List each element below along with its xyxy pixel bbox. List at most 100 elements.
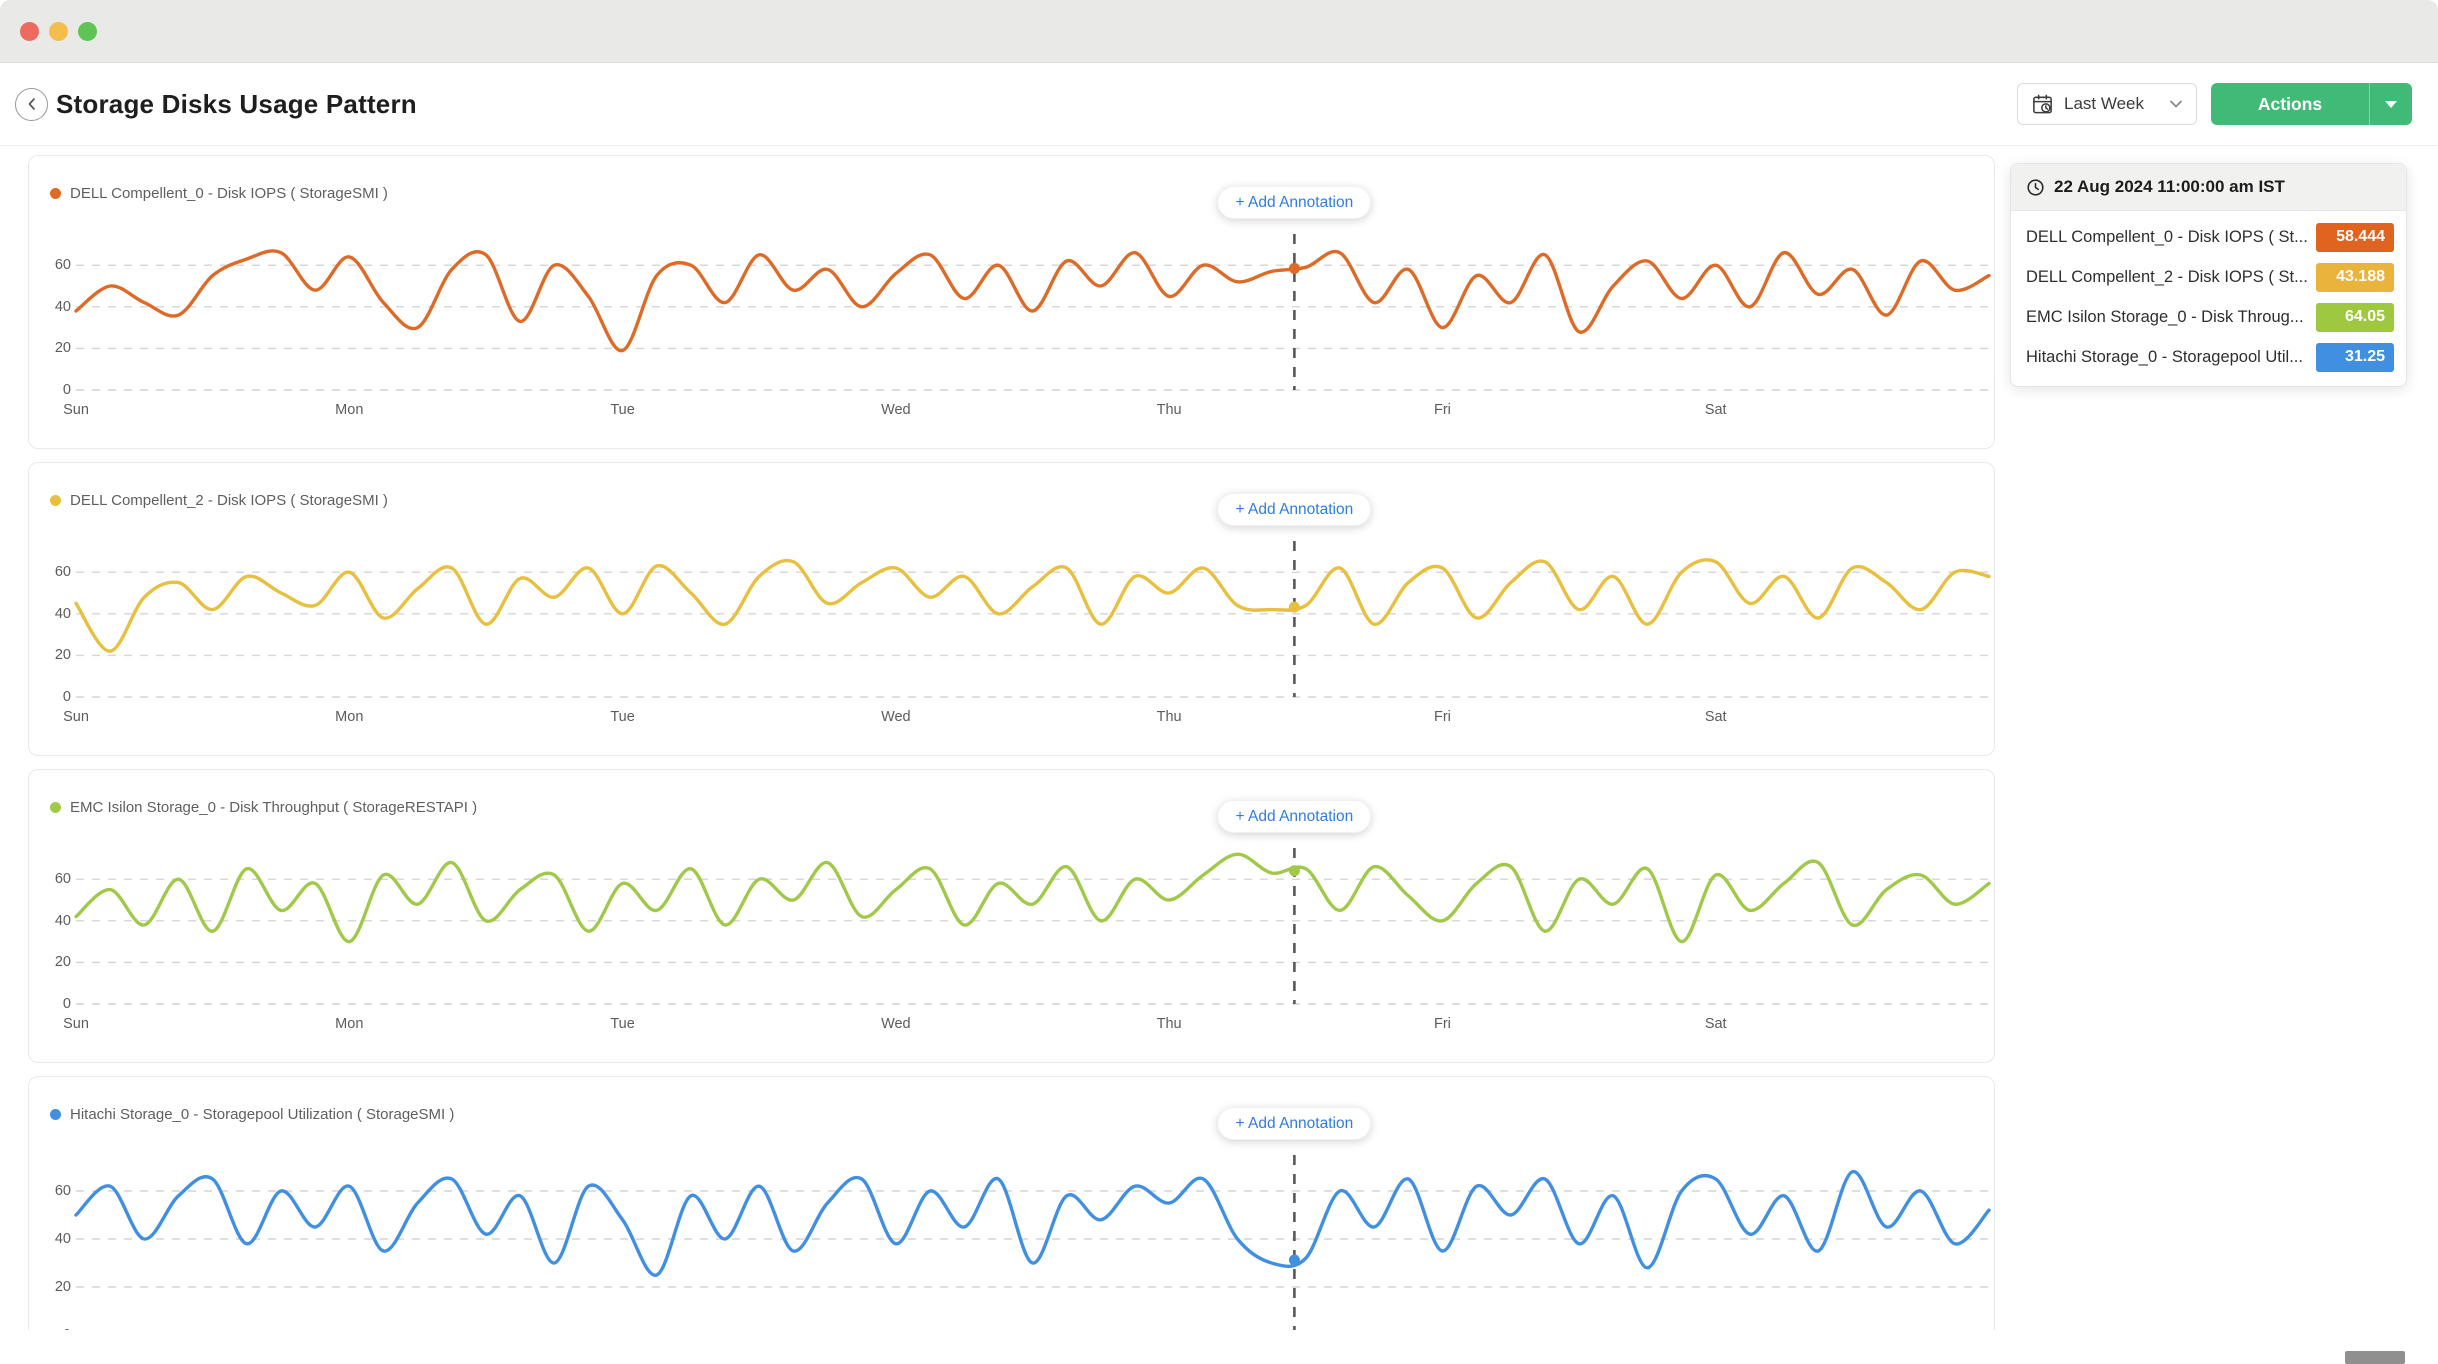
y-axis-labels: 0 20 40 60 (29, 234, 71, 398)
y-tick-label: 0 (62, 382, 71, 398)
y-tick-label: 60 (54, 1183, 71, 1199)
x-axis-labels: Sun Mon Tue Wed Thu Fri Sat (63, 709, 1989, 727)
y-tick-label: 0 (62, 689, 71, 705)
line-chart-svg (74, 1155, 1991, 1330)
y-axis-labels: 0 20 40 60 (29, 541, 71, 705)
chart-card: DELL Compellent_2 - Disk IOPS ( StorageS… (28, 462, 1995, 756)
add-annotation-button[interactable]: + Add Annotation (1217, 186, 1372, 219)
y-tick-label: 20 (54, 1279, 71, 1295)
x-tick-label: Sun (63, 709, 89, 725)
chart-card: Hitachi Storage_0 - Storagepool Utilizat… (28, 1076, 1995, 1330)
tooltip-value-badge: 64.05 (2316, 302, 2394, 332)
x-tick-label: Sat (1704, 1016, 1727, 1032)
add-annotation-button[interactable]: + Add Annotation (1217, 1107, 1372, 1140)
legend-dot-icon (50, 802, 61, 813)
add-annotation-button[interactable]: + Add Annotation (1217, 493, 1372, 526)
legend-label: EMC Isilon Storage_0 - Disk Throughput (… (70, 799, 478, 816)
chart-legend[interactable]: Hitachi Storage_0 - Storagepool Utilizat… (50, 1106, 454, 1123)
tooltip-row: Hitachi Storage_0 - Storagepool Util... … (2026, 337, 2394, 377)
cursor-marker-dot (1288, 262, 1300, 274)
chart-legend[interactable]: EMC Isilon Storage_0 - Disk Throughput (… (50, 799, 477, 816)
x-tick-label: Fri (1433, 709, 1451, 725)
minimize-window-button[interactable] (49, 22, 68, 41)
page-title: Storage Disks Usage Pattern (56, 88, 417, 119)
legend-dot-icon (50, 495, 61, 506)
tooltip-value-badge: 58.444 (2316, 222, 2394, 252)
chevron-left-icon (24, 96, 40, 112)
charts-container: DELL Compellent_0 - Disk IOPS ( StorageS… (0, 146, 2438, 1330)
x-tick-label: Mon (335, 1016, 364, 1032)
legend-dot-icon (50, 188, 61, 199)
chart-plot-area[interactable] (74, 848, 1991, 1005)
caret-down-icon (2384, 100, 2398, 109)
tooltip-series-label: DELL Compellent_0 - Disk IOPS ( St... (2026, 227, 2308, 246)
chart-tooltip-panel: 22 Aug 2024 11:00:00 am IST DELL Compell… (2010, 163, 2407, 387)
x-axis-labels: Sun Mon Tue Wed Thu Fri Sat (63, 402, 1989, 420)
y-tick-label: 60 (54, 871, 71, 888)
chart-plot-area[interactable] (74, 234, 1991, 391)
tooltip-value-badge: 43.188 (2316, 262, 2394, 292)
line-chart-svg (74, 234, 1991, 391)
y-tick-label: 40 (54, 1231, 71, 1247)
chart-card: DELL Compellent_0 - Disk IOPS ( StorageS… (28, 155, 1995, 449)
horizontal-scrollbar-thumb[interactable] (2345, 1351, 2405, 1364)
chart-plot-area[interactable] (74, 541, 1991, 698)
tooltip-row: DELL Compellent_0 - Disk IOPS ( St... 58… (2026, 217, 2394, 257)
cursor-marker-dot (1288, 601, 1300, 613)
tooltip-series-label: EMC Isilon Storage_0 - Disk Throug... (2026, 307, 2304, 326)
y-tick-label: 0 (62, 996, 71, 1012)
actions-button[interactable]: Actions (2257, 93, 2323, 114)
y-tick-label: 40 (54, 298, 71, 315)
actions-dropdown-toggle[interactable] (2369, 83, 2412, 125)
x-tick-label: Tue (610, 402, 635, 418)
chart-card: EMC Isilon Storage_0 - Disk Throughput (… (28, 769, 1995, 1063)
tooltip-header: 22 Aug 2024 11:00:00 am IST (2011, 164, 2406, 211)
tooltip-body: DELL Compellent_0 - Disk IOPS ( St... 58… (2011, 211, 2406, 386)
x-tick-label: Sun (63, 1016, 89, 1032)
x-tick-label: Fri (1433, 402, 1451, 418)
x-tick-label: Tue (610, 1016, 635, 1032)
y-tick-label: 60 (54, 564, 71, 581)
tooltip-series-label: DELL Compellent_2 - Disk IOPS ( St... (2026, 267, 2308, 286)
y-tick-label: 20 (54, 340, 71, 357)
y-axis-labels: 0 20 40 60 (29, 1155, 71, 1330)
chart-legend[interactable]: DELL Compellent_0 - Disk IOPS ( StorageS… (50, 185, 388, 202)
x-tick-label: Wed (881, 1016, 911, 1032)
zoom-window-button[interactable] (78, 22, 97, 41)
x-tick-label: Sat (1704, 709, 1727, 725)
x-tick-label: Tue (610, 709, 635, 725)
calendar-clock-icon (2031, 93, 2054, 116)
y-axis-labels: 0 20 40 60 (29, 848, 71, 1012)
legend-label: Hitachi Storage_0 - Storagepool Utilizat… (70, 1106, 455, 1123)
app-window: Storage Disks Usage Pattern Last Week (0, 0, 2438, 1330)
x-tick-label: Sat (1704, 402, 1727, 418)
y-tick-label: 60 (54, 257, 71, 274)
legend-dot-icon (50, 1109, 61, 1120)
time-range-value: Last Week (2063, 94, 2144, 113)
add-annotation-button[interactable]: + Add Annotation (1217, 800, 1372, 833)
time-range-dropdown[interactable]: Last Week (2016, 83, 2197, 125)
x-tick-label: Wed (881, 402, 911, 418)
back-button[interactable] (15, 87, 48, 121)
tooltip-value-badge: 31.25 (2316, 342, 2394, 372)
x-tick-label: Thu (1156, 1016, 1182, 1032)
macos-titlebar (0, 0, 2438, 63)
x-tick-label: Fri (1433, 1016, 1451, 1032)
x-axis-labels: Sun Mon Tue Wed Thu Fri Sat (63, 1016, 1989, 1034)
x-tick-label: Thu (1156, 709, 1182, 725)
chart-legend[interactable]: DELL Compellent_2 - Disk IOPS ( StorageS… (50, 492, 388, 509)
clock-icon (2026, 178, 2045, 197)
chart-plot-area[interactable] (74, 1155, 1991, 1330)
legend-label: DELL Compellent_2 - Disk IOPS ( StorageS… (70, 492, 388, 509)
chevron-down-icon (2170, 100, 2182, 108)
cursor-marker-dot (1288, 1254, 1300, 1266)
x-tick-label: Mon (335, 709, 364, 725)
legend-label: DELL Compellent_0 - Disk IOPS ( StorageS… (70, 185, 388, 202)
x-tick-label: Mon (335, 402, 364, 418)
window-controls (20, 22, 97, 41)
y-tick-label: 40 (54, 912, 71, 929)
y-tick-label: 40 (54, 605, 71, 622)
line-chart-svg (74, 541, 1991, 698)
close-window-button[interactable] (20, 22, 39, 41)
tooltip-row: DELL Compellent_2 - Disk IOPS ( St... 43… (2026, 257, 2394, 297)
